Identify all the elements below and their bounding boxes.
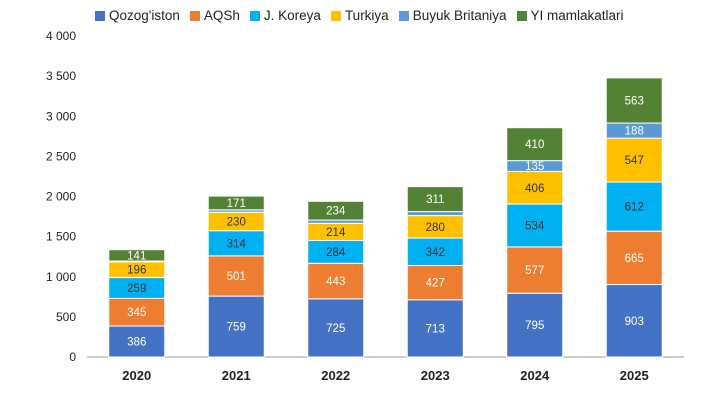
data-label: 547	[625, 155, 644, 167]
bar-segment	[307, 298, 365, 358]
bar-segment	[506, 170, 564, 205]
bars	[108, 77, 663, 358]
data-label: 759	[227, 322, 246, 334]
legend-item: AQSh	[189, 8, 240, 23]
bar-segment	[506, 127, 564, 162]
bar-segment	[108, 325, 166, 358]
legend-item: Buyuk Britaniya	[398, 8, 507, 23]
data-label: 311	[426, 194, 444, 206]
legend-label: Turkiya	[344, 8, 389, 23]
y-tick-label: 2 000	[46, 190, 76, 204]
data-label: 443	[326, 276, 345, 288]
legend-swatch	[398, 10, 409, 21]
data-label: 665	[625, 253, 644, 265]
legend-item: Qozog'iston	[95, 8, 180, 23]
bar-segment	[406, 299, 464, 358]
bar-segment	[307, 200, 365, 221]
legend-label: AQSh	[203, 8, 240, 23]
bar-segment	[605, 230, 663, 286]
x-tick-label: 2023	[421, 368, 450, 383]
legend-swatch	[95, 10, 105, 21]
x-axis: 2020 2021 2022 2023 2024 2025	[122, 368, 648, 383]
legend-item: YI mamlakatlari	[516, 8, 624, 23]
data-label: 314	[227, 238, 247, 250]
data-label: 188	[625, 126, 644, 138]
legend-label: Buyuk Britaniya	[412, 8, 507, 23]
x-tick-label: 2020	[122, 368, 151, 383]
y-tick-label: 0	[69, 350, 76, 364]
data-label: 234	[326, 206, 346, 218]
data-label: 410	[525, 139, 544, 151]
bar-segment	[406, 186, 464, 213]
x-tick-label: 2022	[321, 368, 350, 383]
data-label: 612	[625, 202, 644, 214]
legend-label: YI mamlakatlari	[530, 8, 624, 23]
bar-segment	[506, 292, 564, 358]
data-label: 280	[426, 222, 445, 234]
x-tick-label: 2024	[520, 368, 550, 383]
y-tick-label: 1 000	[46, 270, 76, 284]
legend-swatch	[516, 10, 527, 21]
legend-swatch	[330, 10, 341, 21]
bar-segment	[207, 195, 265, 211]
data-label: 406	[525, 183, 544, 195]
x-tick-label: 2021	[222, 368, 251, 383]
legend-label: J. Koreya	[263, 8, 321, 23]
chart-legend: Qozog'iston AQSh J. Koreya Turkiya Buyuk Bri…	[95, 8, 634, 23]
data-label: 713	[426, 323, 445, 335]
bar-segment	[406, 211, 464, 217]
bar-segment	[506, 203, 564, 248]
legend-item: J. Koreya	[249, 8, 321, 23]
x-tick-label: 2025	[620, 368, 649, 383]
data-label: 725	[326, 323, 345, 335]
data-label: 214	[326, 227, 346, 239]
bar-segment	[605, 284, 663, 358]
bar-segment	[108, 297, 166, 327]
data-label: 427	[426, 278, 445, 290]
y-tick-label: 3 500	[46, 69, 76, 83]
y-tick-label: 2 500	[46, 149, 76, 163]
y-axis: 0 500 1 000 1 500 2 000 2 500 3 000 3 500 4 000	[46, 29, 76, 364]
data-label: 230	[227, 216, 246, 228]
data-label: 284	[326, 247, 346, 259]
data-label: 171	[227, 198, 246, 210]
legend-swatch	[189, 10, 200, 21]
y-tick-label: 3 000	[46, 109, 76, 123]
data-labels: 386 345 259 196 141 759 501 314 230 171 725 443 284 2…	[127, 95, 644, 348]
bar-segment	[207, 230, 265, 257]
legend-item: Turkiya	[330, 8, 389, 23]
data-label: 345	[127, 307, 146, 319]
bar-segment	[307, 262, 365, 300]
bar-segment	[207, 255, 265, 297]
bar-segment	[108, 249, 166, 262]
data-label: 903	[625, 316, 644, 328]
data-label: 563	[625, 95, 644, 107]
bar-segment	[207, 295, 265, 358]
data-label: 386	[127, 337, 146, 349]
data-label: 141	[127, 250, 146, 262]
data-label: 135	[525, 161, 544, 173]
legend-swatch	[249, 10, 260, 21]
y-tick-label: 500	[56, 310, 76, 324]
y-tick-label: 1 500	[46, 230, 76, 244]
data-label: 196	[127, 265, 146, 277]
data-label: 795	[525, 320, 544, 332]
data-label: 342	[426, 247, 445, 259]
data-label: 577	[525, 265, 544, 277]
y-tick-label: 4 000	[46, 29, 76, 43]
data-label: 534	[525, 220, 545, 232]
bar-segment	[605, 77, 663, 124]
data-label: 259	[127, 283, 146, 295]
data-label: 501	[227, 271, 246, 283]
bar-segment	[506, 246, 564, 294]
bar-segment	[605, 181, 663, 232]
legend-label: Qozog'iston	[109, 8, 180, 23]
